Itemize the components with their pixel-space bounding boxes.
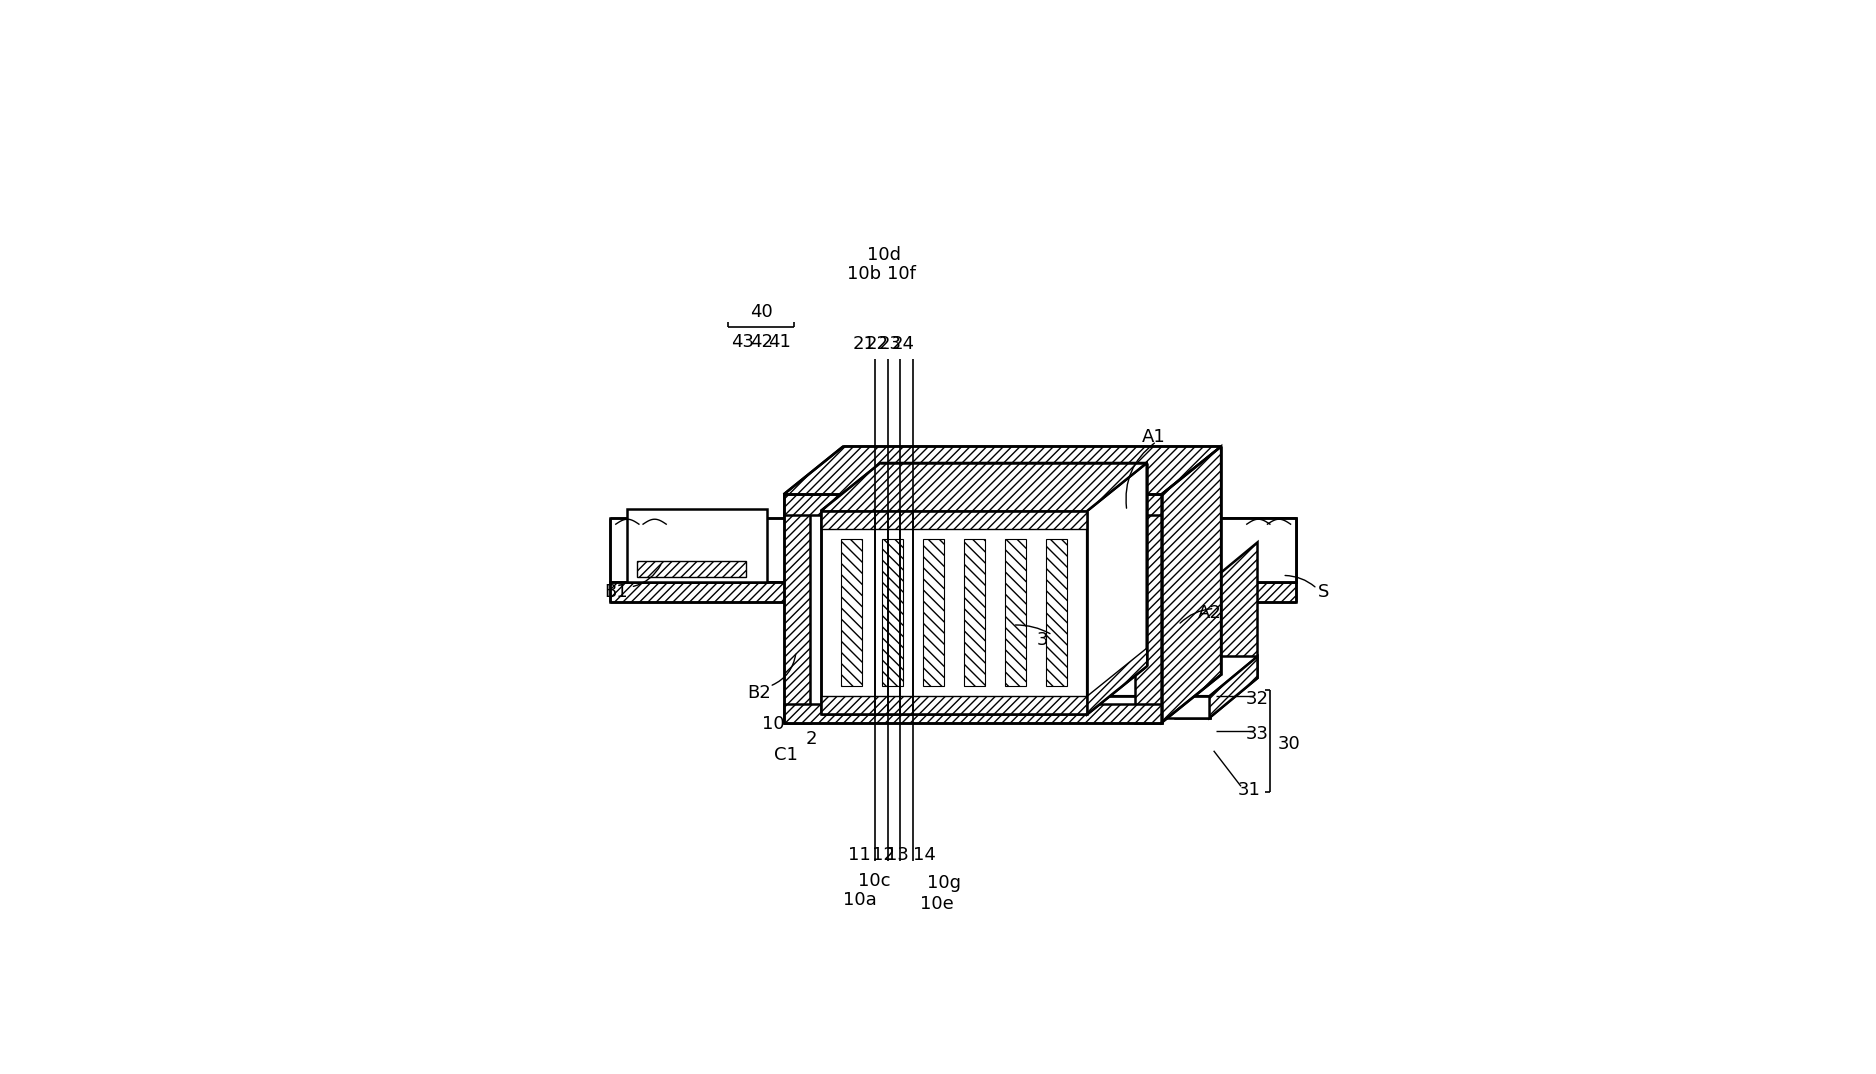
Polygon shape	[1210, 542, 1257, 717]
Text: 12: 12	[872, 846, 895, 863]
Polygon shape	[1088, 649, 1146, 714]
Text: 21: 21	[852, 335, 876, 353]
Text: A1: A1	[1141, 427, 1165, 446]
Polygon shape	[822, 511, 1088, 714]
Polygon shape	[610, 582, 1296, 601]
Polygon shape	[784, 494, 810, 723]
Polygon shape	[822, 696, 1088, 714]
Polygon shape	[784, 494, 1161, 516]
Polygon shape	[1094, 656, 1257, 696]
Text: 14: 14	[914, 846, 936, 863]
Polygon shape	[964, 539, 985, 686]
Text: 3: 3	[1037, 630, 1049, 649]
Text: 22: 22	[865, 335, 889, 353]
Text: 32: 32	[1246, 691, 1268, 709]
Polygon shape	[784, 705, 1161, 723]
Polygon shape	[1094, 582, 1109, 717]
Text: 11: 11	[848, 846, 870, 863]
Text: 10e: 10e	[919, 895, 953, 913]
Polygon shape	[822, 463, 1146, 511]
Text: 10f: 10f	[887, 264, 915, 282]
Polygon shape	[840, 539, 861, 686]
Polygon shape	[1047, 539, 1067, 686]
Text: 10g: 10g	[927, 874, 961, 892]
Text: 23: 23	[878, 335, 902, 353]
Text: 40: 40	[750, 304, 773, 321]
Polygon shape	[1210, 656, 1257, 717]
Polygon shape	[638, 561, 747, 577]
Polygon shape	[1174, 582, 1210, 717]
Text: 24: 24	[893, 335, 915, 353]
Text: B2: B2	[747, 684, 771, 702]
Polygon shape	[1094, 696, 1210, 717]
Text: 42: 42	[750, 333, 773, 351]
Polygon shape	[822, 511, 1088, 529]
Text: 10d: 10d	[867, 246, 900, 263]
Polygon shape	[1088, 463, 1146, 714]
Text: B1: B1	[604, 583, 628, 601]
Text: 2: 2	[805, 730, 816, 749]
Text: 31: 31	[1238, 782, 1261, 799]
Polygon shape	[1161, 447, 1221, 723]
Polygon shape	[1135, 494, 1161, 723]
Polygon shape	[810, 516, 1135, 705]
Text: 30: 30	[1278, 736, 1300, 753]
Text: 10c: 10c	[857, 872, 891, 890]
Text: 10b: 10b	[846, 264, 882, 282]
Polygon shape	[610, 518, 1296, 582]
Polygon shape	[1210, 518, 1296, 582]
Text: 13: 13	[885, 846, 908, 863]
Text: 10: 10	[762, 715, 784, 734]
Text: 43: 43	[732, 333, 754, 351]
Polygon shape	[882, 539, 902, 686]
Polygon shape	[784, 447, 1221, 494]
Text: 33: 33	[1246, 725, 1268, 743]
Polygon shape	[627, 509, 767, 582]
Text: C1: C1	[775, 746, 797, 764]
Polygon shape	[923, 539, 944, 686]
Polygon shape	[1006, 539, 1026, 686]
Text: 41: 41	[767, 333, 792, 351]
Polygon shape	[822, 463, 1146, 511]
Text: S: S	[1319, 583, 1330, 601]
Text: A2: A2	[1197, 604, 1221, 622]
Text: 10a: 10a	[844, 890, 878, 909]
